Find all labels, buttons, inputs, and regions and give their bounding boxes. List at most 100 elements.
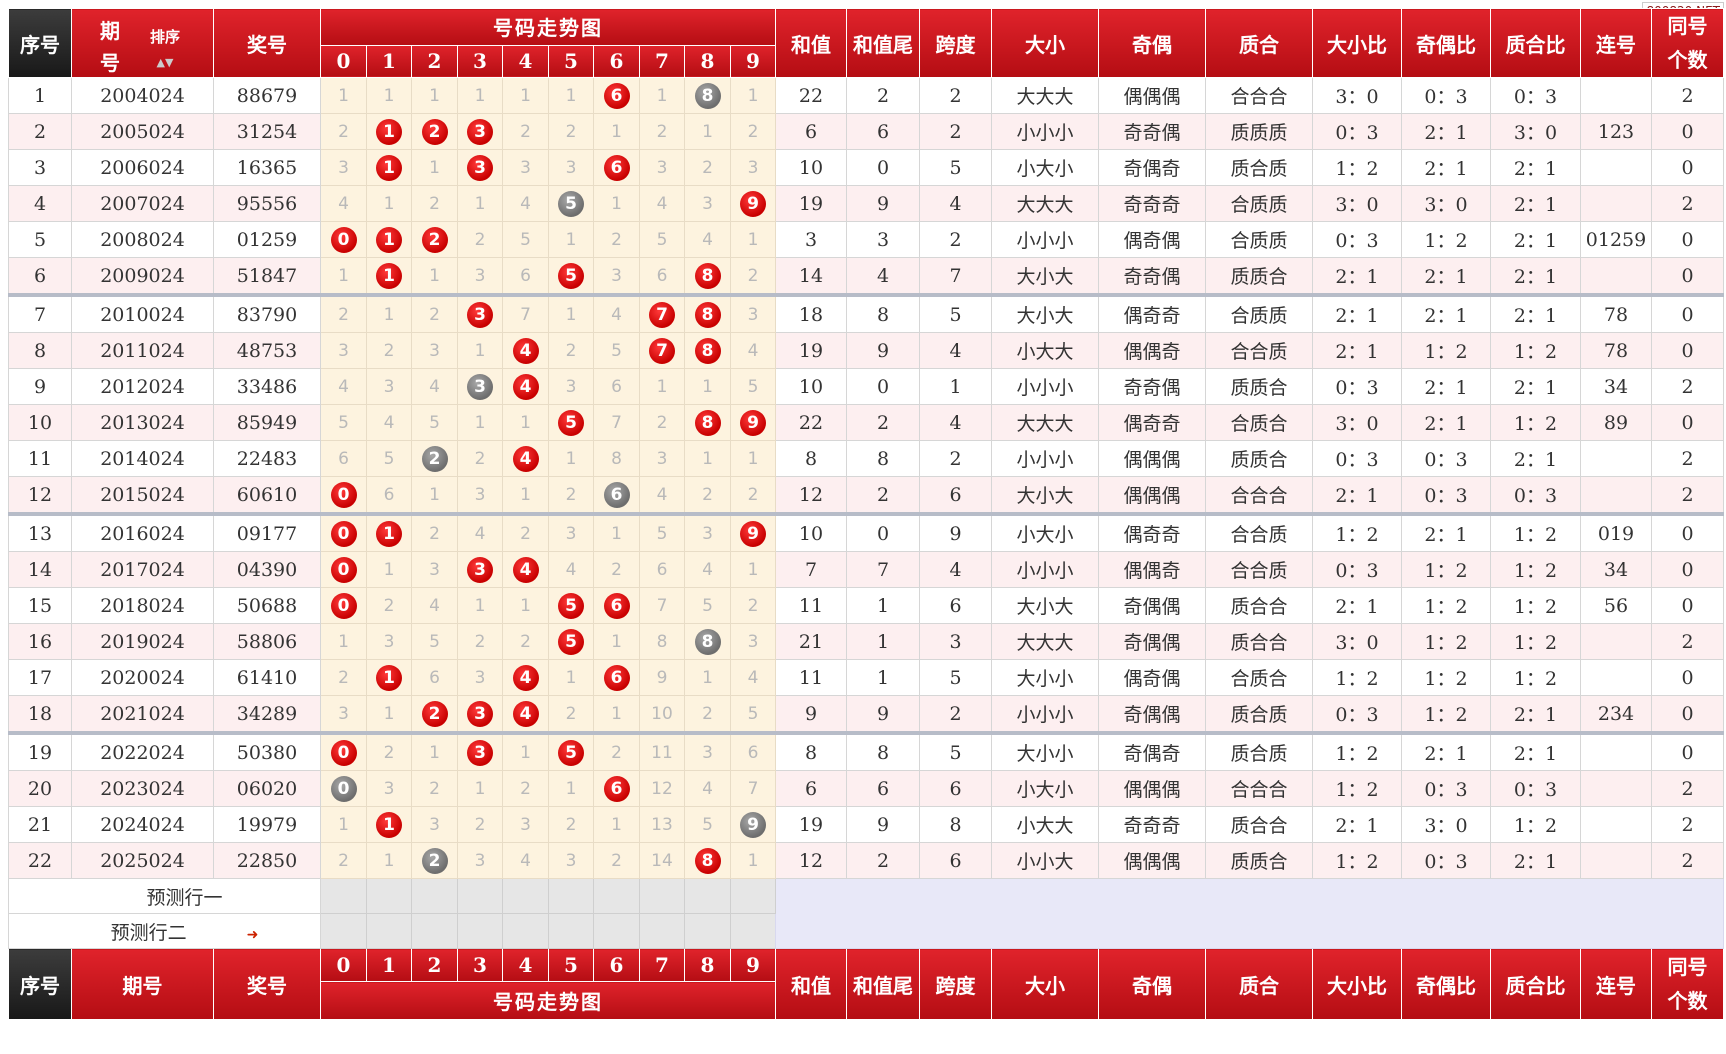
cell-same-count: 2 <box>1651 476 1724 515</box>
predict-cell-0[interactable] <box>320 913 367 949</box>
cell-bs-ratio: 2：1 <box>1312 257 1402 296</box>
cell-prime-composite: 质质合 <box>1205 368 1313 405</box>
cell-pc-ratio: 2：1 <box>1490 368 1581 405</box>
cell-odd-even: 奇奇偶 <box>1098 368 1206 405</box>
cell-seq: 19 <box>8 731 72 771</box>
omit-cell-8: 1 <box>684 659 731 696</box>
omit-cell-5: 1 <box>548 293 594 333</box>
omit-cell-1: 2 <box>366 587 412 624</box>
predict-cell-6[interactable] <box>593 913 640 949</box>
cell-big-small: 小大小 <box>991 770 1099 807</box>
omit-cell-9: 2 <box>730 587 776 624</box>
cell-span: 2 <box>919 440 992 477</box>
omit-cell-1: 1 <box>366 842 412 879</box>
digit-cell-8: 8 <box>684 404 731 441</box>
repeat-ball: 2 <box>421 847 448 874</box>
cell-oe-ratio: 1：2 <box>1401 551 1491 588</box>
cell-span: 6 <box>919 476 992 515</box>
cell-prime-composite: 质合合 <box>1205 806 1313 843</box>
cell-sum: 22 <box>775 404 847 441</box>
cell-sum: 11 <box>775 659 847 696</box>
predict-cell-2[interactable] <box>411 913 458 949</box>
table-row: 6 2009024 51847 1 1 1 3 6 5 3 6 8 2 14 4 7 大小大 奇奇偶 质质合 2：1 2… <box>8 257 1724 296</box>
cell-same-count: 0 <box>1651 551 1724 588</box>
cell-period: 2004024 <box>71 77 214 114</box>
omit-cell-5: 1 <box>548 770 594 807</box>
predict-cell-3[interactable] <box>457 878 503 914</box>
predict-cell-4[interactable] <box>502 878 549 914</box>
omit-cell-4: 2 <box>502 113 549 150</box>
hit-ball: 7 <box>649 337 675 364</box>
predict-cell-7[interactable] <box>639 878 685 914</box>
digit-cell-4: 4 <box>502 332 549 369</box>
omit-cell-7: 8 <box>639 623 685 660</box>
cell-consecutive: 019 <box>1580 512 1652 552</box>
predict-cell-2[interactable] <box>411 878 458 914</box>
omit-cell-5: 2 <box>548 476 594 515</box>
cell-sum: 7 <box>775 551 847 588</box>
cell-seq: 17 <box>8 659 72 696</box>
cell-seq: 12 <box>8 476 72 515</box>
digit-cell-5: 5 <box>548 587 594 624</box>
cell-sum-tail: 8 <box>846 293 920 333</box>
omit-cell-6: 2 <box>593 842 640 879</box>
cell-period: 2017024 <box>71 551 214 588</box>
digit-cell-1: 1 <box>366 149 412 186</box>
cell-oe-ratio: 3：0 <box>1401 185 1491 222</box>
cell-big-small: 小小小 <box>991 695 1099 734</box>
footer-trend: 号码走势图 <box>320 981 776 1020</box>
hit-ball: 6 <box>603 775 630 802</box>
hit-ball: 0 <box>330 556 357 583</box>
omit-cell-7: 7 <box>639 587 685 624</box>
omit-cell-1: 3 <box>366 368 412 405</box>
omit-cell-8: 5 <box>684 587 731 624</box>
predict-cell-6[interactable] <box>593 878 640 914</box>
omit-cell-2: 3 <box>411 551 458 588</box>
cell-same-count: 0 <box>1651 221 1724 258</box>
predict-cell-3[interactable] <box>457 913 503 949</box>
cell-span: 5 <box>919 731 992 771</box>
digit-cell-5: 5 <box>548 185 594 222</box>
cell-pc-ratio: 0：3 <box>1490 77 1581 114</box>
omit-cell-7: 5 <box>639 221 685 258</box>
predict-cell-9[interactable] <box>730 878 776 914</box>
table-row: 22 2025024 22850 2 1 2 3 4 3 2 14 8 1 12 2 6 小小大 偶偶偶 质质合 1：… <box>8 842 1724 879</box>
sort-arrows-icon[interactable]: ▲▼ <box>156 56 174 69</box>
cell-sum-tail: 1 <box>846 623 920 660</box>
predict-cell-5[interactable] <box>548 913 594 949</box>
predict-cell-1[interactable] <box>366 878 412 914</box>
predict-cell-4[interactable] <box>502 913 549 949</box>
cell-prize: 83790 <box>213 293 321 333</box>
cell-bs-ratio: 1：2 <box>1312 731 1402 771</box>
cell-span: 7 <box>919 257 992 296</box>
table-row: 20 2023024 06020 0 3 2 1 2 1 6 12 4 7 6 6 6 小大小 偶偶偶 合合合 1：2… <box>8 770 1724 807</box>
cell-seq: 2 <box>8 113 72 150</box>
omit-cell-9: 3 <box>730 623 776 660</box>
predict-cell-8[interactable] <box>684 878 731 914</box>
footer-digit-7: 7 <box>639 947 685 983</box>
cell-span: 8 <box>919 806 992 843</box>
digit-cell-2: 2 <box>411 842 458 879</box>
predict-cell-9[interactable] <box>730 913 776 949</box>
cell-period: 2021024 <box>71 695 214 734</box>
sort-label[interactable]: 排序 <box>150 28 181 46</box>
hit-ball: 1 <box>376 154 402 181</box>
header-period-sort[interactable]: 期 号 排序 ▲▼ <box>71 8 214 78</box>
arrow-down-icon[interactable]: ➜ <box>246 926 259 943</box>
digit-cell-2: 2 <box>411 695 458 734</box>
omit-cell-0: 3 <box>320 332 367 369</box>
omit-cell-1: 1 <box>366 185 412 222</box>
cell-same-count: 2 <box>1651 770 1724 807</box>
predict-cell-7[interactable] <box>639 913 685 949</box>
predict-cell-5[interactable] <box>548 878 594 914</box>
omit-cell-4: 2 <box>502 623 549 660</box>
omit-cell-7: 9 <box>639 659 685 696</box>
cell-sum: 8 <box>775 731 847 771</box>
predict-cell-8[interactable] <box>684 913 731 949</box>
cell-bs-ratio: 0：3 <box>1312 113 1402 150</box>
hit-ball: 4 <box>512 373 539 400</box>
cell-bs-ratio: 3：0 <box>1312 77 1402 114</box>
table-row: 10 2013024 85949 5 4 5 1 1 5 7 2 8 9 22 2 4 大大大 偶奇奇 合质合 3：0… <box>8 404 1724 441</box>
predict-cell-0[interactable] <box>320 878 367 914</box>
predict-cell-1[interactable] <box>366 913 412 949</box>
